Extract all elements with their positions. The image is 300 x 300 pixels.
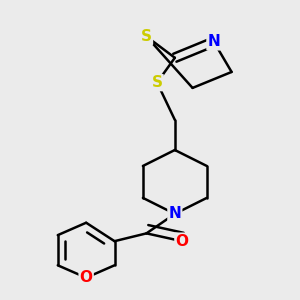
Text: S: S: [141, 29, 152, 44]
Text: S: S: [152, 75, 163, 90]
Text: N: N: [208, 34, 220, 49]
Text: O: O: [80, 270, 93, 285]
Text: O: O: [176, 234, 188, 249]
Text: N: N: [169, 206, 181, 221]
